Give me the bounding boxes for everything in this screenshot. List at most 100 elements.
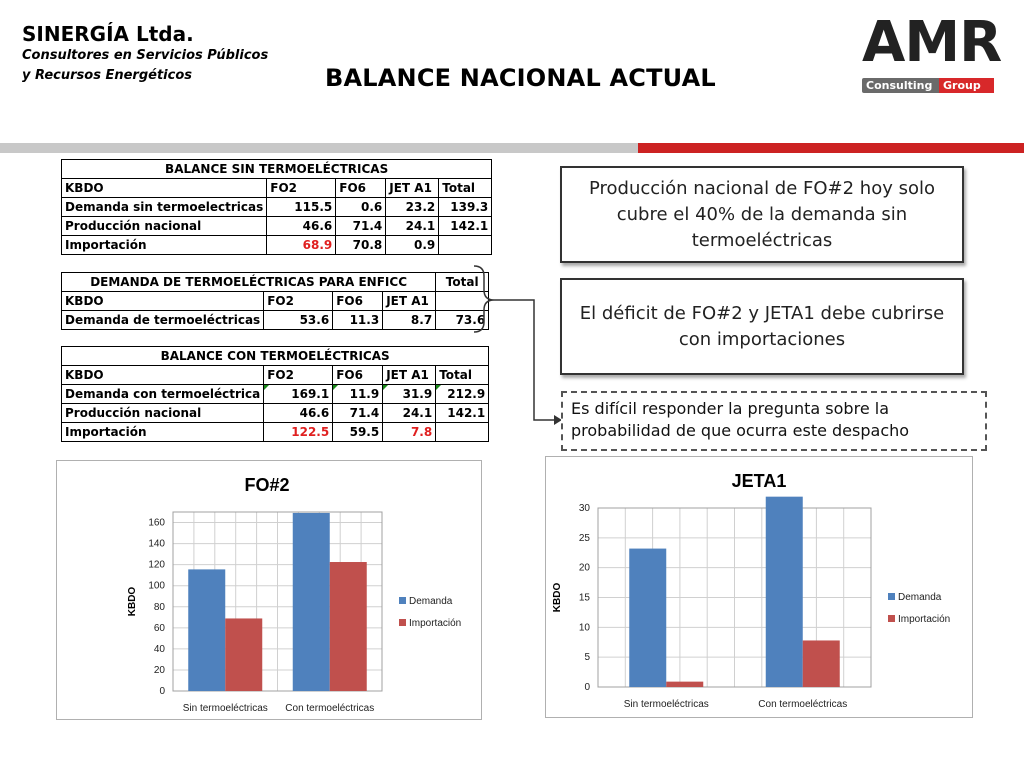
- arrow-head-icon: [554, 415, 562, 425]
- legend-swatch: [888, 615, 895, 622]
- bar-demanda: [629, 548, 667, 687]
- legend-label: Demanda: [409, 596, 453, 607]
- y-tick-label: 60: [154, 623, 166, 634]
- y-tick-label: 40: [154, 644, 166, 655]
- column-header: JET A1: [382, 291, 437, 311]
- y-tick-label: 20: [579, 563, 591, 574]
- cell-value: 142.1: [438, 216, 493, 236]
- company-name: SINERGÍA Ltda.: [22, 22, 194, 46]
- cell-value: 139.3: [438, 197, 493, 217]
- cell-value: 11.3: [332, 310, 384, 330]
- logo-group-badge: [939, 78, 994, 93]
- bar-demanda: [188, 569, 226, 691]
- chart-fo2-svg: FO#2 0 20 40 60 80 100 120 140 160 KBDO Sin termoel…: [127, 475, 461, 714]
- bar-importacion: [225, 618, 263, 691]
- cell-value: 0.9: [385, 235, 440, 255]
- header-stripe-red: [638, 143, 1024, 153]
- cell-value: 169.1: [263, 384, 334, 404]
- y-tick-label: 120: [148, 560, 165, 571]
- row-label: Producción nacional: [60, 216, 268, 236]
- cell-value: 70.8: [335, 235, 387, 255]
- column-header: FO2: [263, 291, 334, 311]
- cell-value-highlight: 7.8: [382, 422, 437, 442]
- bar-importacion: [329, 562, 367, 691]
- company-subtitle-line1: Consultores en Servicios Públicos: [22, 48, 269, 63]
- table-row: Importación 68.9 70.8 0.9: [60, 235, 493, 255]
- y-tick-label: 25: [579, 533, 591, 544]
- table-row: Demanda de termoeléctricas 53.6 11.3 8.7…: [60, 310, 490, 330]
- bar-importacion: [802, 640, 840, 687]
- callout-text: Producción nacional de FO#2 hoy solo cub…: [588, 177, 936, 251]
- bar-demanda: [292, 512, 330, 691]
- legend-label: Demanda: [898, 592, 942, 603]
- y-tick-label: 15: [579, 593, 591, 604]
- chart-title: FO#2: [244, 475, 289, 495]
- legend-label: Importación: [898, 614, 950, 625]
- logo-consulting-text: Consulting: [866, 79, 933, 92]
- cell-value: 24.1: [382, 403, 437, 423]
- column-header: JET A1: [382, 365, 437, 385]
- row-label: Importación: [60, 235, 268, 255]
- chart-title: JETA1: [732, 471, 787, 491]
- x-tick-label: Sin termoeléctricas: [624, 699, 709, 710]
- row-label: Producción nacional: [60, 403, 265, 423]
- plot-area: [172, 511, 383, 692]
- callout-produccion-fo2: Producción nacional de FO#2 hoy solo cub…: [560, 166, 964, 263]
- amr-logo-text: AMR: [862, 10, 1002, 75]
- connector-line: [494, 299, 554, 421]
- bracket-connector: [473, 265, 562, 425]
- legend-swatch: [399, 597, 406, 604]
- table-row: Demanda con termoeléctrica 169.1 11.9 31…: [60, 384, 490, 404]
- table-row: Producción nacional 46.6 71.4 24.1 142.1: [60, 216, 493, 236]
- y-tick-label: 140: [148, 539, 165, 550]
- cell-value: 46.6: [266, 216, 337, 236]
- cell-value: 53.6: [263, 310, 334, 330]
- callout-text: Es difícil responder la pregunta sobre l…: [571, 399, 910, 440]
- column-header: FO2: [266, 178, 337, 198]
- cell-value: 24.1: [385, 216, 440, 236]
- cell-value: [435, 422, 490, 442]
- bar-importacion: [666, 681, 704, 687]
- y-axis-label: KBDO: [127, 587, 138, 617]
- y-tick-label: 160: [148, 518, 165, 529]
- cell-value: 23.2: [385, 197, 440, 217]
- callout-text: El déficit de FO#2 y JETA1 debe cubrirse…: [579, 302, 945, 350]
- column-header: KBDO: [60, 291, 265, 311]
- cell-value: 46.6: [263, 403, 334, 423]
- table-demanda-termoelectricas: DEMANDA DE TERMOELÉCTRICAS PARA ENFICC T…: [60, 272, 490, 330]
- row-label: Demanda de termoeléctricas: [60, 310, 265, 330]
- table-header-row: KBDO FO2 FO6 JET A1: [60, 291, 490, 311]
- table-header-row: KBDO FO2 FO6 JET A1 Total: [60, 365, 490, 385]
- table-header-row: KBDO FO2 FO6 JET A1 Total: [60, 178, 493, 198]
- plot-area: [597, 507, 872, 688]
- cell-value: 212.9: [435, 384, 490, 404]
- legend-swatch: [399, 619, 406, 626]
- column-header: FO2: [263, 365, 334, 385]
- row-label: Demanda con termoeléctrica: [60, 384, 265, 404]
- table-title: BALANCE CON TERMOELÉCTRICAS: [60, 346, 490, 366]
- y-axis-label: KBDO: [552, 583, 563, 613]
- header-stripe-grey: [0, 143, 638, 153]
- chart-jeta1-svg: JETA1 0 5 10 15 20 25 30 KBDO Sin termoeléctricas…: [552, 471, 950, 710]
- cell-value: 115.5: [266, 197, 337, 217]
- table-balance-con-termoelectricas: BALANCE CON TERMOELÉCTRICAS KBDO FO2 FO6…: [60, 346, 490, 442]
- y-tick-label: 10: [579, 622, 591, 633]
- cell-value: [438, 235, 493, 255]
- x-tick-label: Sin termoeléctricas: [183, 703, 268, 714]
- brace-icon: [473, 265, 495, 333]
- y-tick-label: 0: [584, 682, 590, 693]
- bar-demanda: [765, 496, 803, 687]
- row-label: Demanda sin termoelectricas: [60, 197, 268, 217]
- callout-deficit-importaciones: El déficit de FO#2 y JETA1 debe cubrirse…: [560, 278, 964, 375]
- cell-value-highlight: 122.5: [263, 422, 334, 442]
- cell-value: 71.4: [335, 216, 387, 236]
- cell-value: 73.6: [435, 310, 490, 330]
- column-header: FO6: [332, 291, 384, 311]
- x-tick-label: Con termoeléctricas: [285, 703, 374, 714]
- y-tick-label: 100: [148, 581, 165, 592]
- table-row: Demanda sin termoelectricas 115.5 0.6 23…: [60, 197, 493, 217]
- callout-probabilidad-despacho: Es difícil responder la pregunta sobre l…: [561, 391, 987, 451]
- y-tick-label: 5: [584, 652, 590, 663]
- company-subtitle-line2: y Recursos Energéticos: [22, 68, 193, 83]
- cell-value: 71.4: [332, 403, 384, 423]
